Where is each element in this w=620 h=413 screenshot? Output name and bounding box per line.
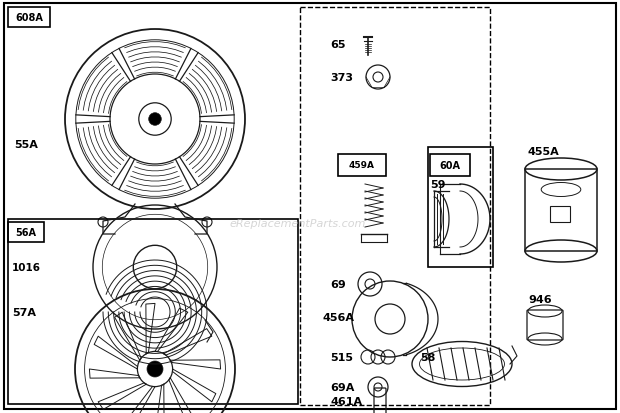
Text: 461A: 461A xyxy=(330,396,362,406)
Text: 459A: 459A xyxy=(349,161,375,170)
Text: 608A: 608A xyxy=(15,13,43,23)
Text: 373: 373 xyxy=(330,73,353,83)
Text: 946: 946 xyxy=(528,294,552,304)
Circle shape xyxy=(149,114,161,126)
FancyBboxPatch shape xyxy=(8,8,50,28)
Text: eReplacementParts.com: eReplacementParts.com xyxy=(229,218,366,228)
Text: 455A: 455A xyxy=(528,147,560,157)
Text: 456A: 456A xyxy=(322,312,354,322)
Text: 69: 69 xyxy=(330,279,346,289)
Circle shape xyxy=(147,361,163,377)
Text: 515: 515 xyxy=(330,352,353,362)
Text: 56A: 56A xyxy=(16,228,37,237)
Text: 55A: 55A xyxy=(14,140,38,150)
FancyBboxPatch shape xyxy=(8,223,44,242)
Text: 1016: 1016 xyxy=(12,262,41,272)
FancyBboxPatch shape xyxy=(430,154,470,177)
Text: 65: 65 xyxy=(330,40,345,50)
Text: 69A: 69A xyxy=(330,382,355,392)
Text: 58: 58 xyxy=(420,352,435,362)
Text: 60A: 60A xyxy=(440,161,461,171)
FancyBboxPatch shape xyxy=(338,154,386,177)
Text: 57A: 57A xyxy=(12,307,36,317)
Text: 59: 59 xyxy=(430,180,446,190)
